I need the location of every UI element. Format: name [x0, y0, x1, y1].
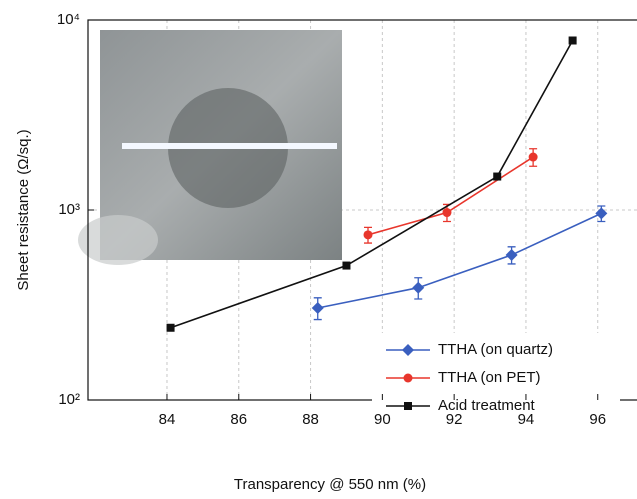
x-tick-label: 86	[230, 411, 247, 428]
y-tick-label: 10²	[58, 391, 80, 408]
marker	[505, 248, 518, 261]
marker	[363, 230, 373, 240]
inset-photo	[78, 30, 342, 265]
y-tick-label: 10⁴	[57, 11, 80, 28]
marker	[528, 152, 538, 162]
marker	[311, 301, 324, 314]
legend-label: TTHA (on PET)	[438, 369, 541, 386]
y-axis-label: Sheet resistance (Ω/sq.)	[15, 129, 32, 290]
marker	[412, 281, 425, 294]
marker	[442, 208, 452, 218]
x-tick-label: 94	[518, 411, 535, 428]
x-tick-label: 92	[446, 411, 463, 428]
marker	[402, 344, 414, 356]
marker	[404, 402, 412, 410]
x-tick-label: 88	[302, 411, 319, 428]
marker	[166, 323, 175, 332]
marker	[342, 261, 351, 270]
legend-label: Acid treatment	[438, 397, 536, 414]
marker	[403, 373, 413, 383]
x-tick-label: 96	[589, 411, 606, 428]
x-tick-label: 84	[159, 411, 176, 428]
legend-label: TTHA (on quartz)	[438, 341, 553, 358]
marker	[568, 36, 577, 45]
x-axis-label: Transparency @ 550 nm (%)	[234, 476, 426, 493]
x-tick-label: 90	[374, 411, 391, 428]
series-line	[367, 156, 534, 236]
y-tick-label: 10³	[58, 201, 80, 218]
marker	[595, 207, 608, 220]
marker	[493, 172, 502, 181]
series-line	[170, 40, 574, 329]
series-line	[317, 212, 602, 309]
